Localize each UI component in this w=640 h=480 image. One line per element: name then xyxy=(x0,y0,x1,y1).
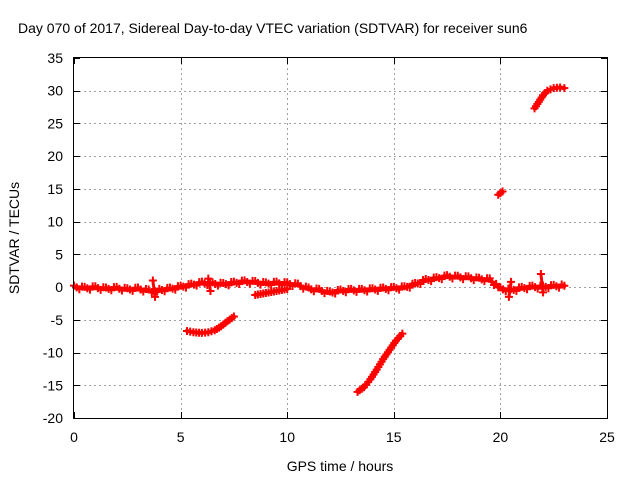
data-point xyxy=(229,312,238,321)
y-tick-label: -20 xyxy=(43,410,63,426)
data-point xyxy=(398,329,407,338)
chart-title: Day 070 of 2017, Sidereal Day-to-day VTE… xyxy=(18,20,528,36)
series-segment-5 xyxy=(530,83,569,113)
series-segment-3 xyxy=(353,329,407,396)
data-point xyxy=(151,292,160,301)
y-tick-label: 25 xyxy=(47,115,63,131)
plot-frame xyxy=(73,57,608,419)
data-point xyxy=(560,84,569,93)
data-point xyxy=(560,281,569,290)
x-tick-label: 25 xyxy=(599,429,615,445)
x-tick-label: 5 xyxy=(177,429,185,445)
data-point xyxy=(206,287,215,296)
data-point xyxy=(148,276,157,285)
series-segment-4 xyxy=(494,187,507,199)
series-main-band xyxy=(70,271,569,298)
x-tick-label: 20 xyxy=(493,429,509,445)
y-tick-label: -10 xyxy=(43,345,63,361)
grid xyxy=(74,58,607,418)
series-segment-1 xyxy=(182,312,238,337)
series-segment-2 xyxy=(251,285,292,299)
y-tick-label: 20 xyxy=(47,148,63,164)
y-tick-label: -5 xyxy=(51,312,64,328)
y-tick-label: 10 xyxy=(47,214,63,230)
y-tick-label: 15 xyxy=(47,181,63,197)
y-axis-label: SDTVAR / TECUs xyxy=(6,182,22,294)
x-axis-label: GPS time / hours xyxy=(287,458,394,474)
data-point xyxy=(283,285,292,294)
data-point xyxy=(504,292,513,301)
x-tick-label: 15 xyxy=(386,429,402,445)
y-tick-label: 0 xyxy=(55,279,63,295)
y-tick-label: 35 xyxy=(47,50,63,66)
x-tick-label: 0 xyxy=(70,429,78,445)
y-tick-label: 30 xyxy=(47,83,63,99)
data-point xyxy=(539,288,548,297)
x-tick-label: 10 xyxy=(279,429,295,445)
data-point xyxy=(507,277,516,286)
data-point xyxy=(498,187,507,196)
series-spikes xyxy=(148,270,548,301)
data-series xyxy=(70,83,569,396)
data-point xyxy=(536,270,545,278)
data-point xyxy=(204,274,213,283)
y-tick-label: -15 xyxy=(43,377,63,393)
y-tick-label: 5 xyxy=(55,246,63,262)
axis-ticks: 0 5 10 15 20 25 -20 -15 -10 -5 0 5 10 15 20 25 30 35 xyxy=(43,50,615,445)
